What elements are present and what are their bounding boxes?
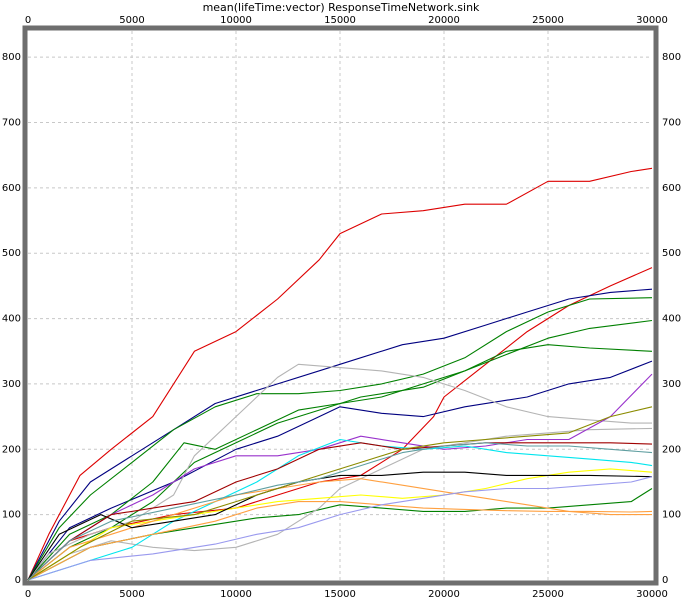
series-line-10 <box>27 427 653 581</box>
y-tick-label-left: 400 <box>2 314 21 325</box>
series-line-7 <box>27 319 653 581</box>
bottom-axis-ticks: 0 5000 10000 15000 20000 25000 30000 <box>25 589 668 600</box>
x-tick-label-bottom: 20000 <box>428 589 460 600</box>
y-tick-label-left: 700 <box>2 118 21 129</box>
y-tick-label-right: 200 <box>662 444 681 455</box>
series-line-8 <box>27 488 653 581</box>
x-tick-label-top: 30000 <box>636 15 668 26</box>
series-line-17 <box>27 476 653 581</box>
x-tick-label-bottom: 0 <box>25 589 31 600</box>
chart-title: mean(lifeTime:vector) ResponseTimeNetwor… <box>203 1 480 14</box>
top-axis-ticks: 0 5000 10000 15000 20000 25000 30000 <box>25 15 668 26</box>
y-tick-label-right: 0 <box>662 575 668 586</box>
left-axis-ticks: 0 100 200 300 400 500 600 700 800 <box>2 52 21 586</box>
y-tick-label-left: 300 <box>2 379 21 390</box>
y-tick-label-left: 800 <box>2 52 21 63</box>
x-tick-label-bottom: 5000 <box>119 589 144 600</box>
y-tick-label-right: 100 <box>662 510 681 521</box>
series-line-6 <box>27 344 653 581</box>
series-line-18 <box>27 442 653 581</box>
x-tick-label-bottom: 25000 <box>532 589 564 600</box>
x-tick-label-top: 5000 <box>119 15 144 26</box>
y-tick-label-right: 400 <box>662 314 681 325</box>
y-tick-label-left: 600 <box>2 183 21 194</box>
x-tick-label-bottom: 15000 <box>324 589 356 600</box>
series-line-4 <box>27 360 653 581</box>
x-tick-label-top: 10000 <box>220 15 252 26</box>
series-line-1 <box>27 167 653 581</box>
x-tick-label-top: 25000 <box>532 15 564 26</box>
x-tick-label-top: 20000 <box>428 15 460 26</box>
x-tick-label-bottom: 30000 <box>636 589 668 600</box>
series-line-9 <box>27 363 652 581</box>
gridlines <box>28 31 652 580</box>
plot-frame <box>22 25 659 586</box>
y-tick-label-left: 500 <box>2 248 21 259</box>
y-tick-label-left: 200 <box>2 444 21 455</box>
y-tick-label-right: 800 <box>662 52 681 63</box>
y-tick-label-right: 600 <box>662 183 681 194</box>
series-line-2 <box>27 267 653 581</box>
x-tick-label-top: 15000 <box>324 15 356 26</box>
y-tick-label-left: 0 <box>15 575 21 586</box>
right-axis-ticks: 0 100 200 300 400 500 600 700 800 <box>662 52 681 586</box>
series-line-3 <box>27 288 653 581</box>
series-line-5 <box>27 297 653 581</box>
x-tick-label-bottom: 10000 <box>220 589 252 600</box>
series-line-19 <box>27 406 653 581</box>
y-tick-label-left: 100 <box>2 510 21 521</box>
y-tick-label-right: 700 <box>662 118 681 129</box>
y-tick-label-right: 300 <box>662 379 681 390</box>
x-tick-label-top: 0 <box>25 15 31 26</box>
series-group <box>27 167 653 581</box>
series-line-20 <box>27 442 653 581</box>
series-line-11 <box>27 373 653 581</box>
y-tick-label-right: 500 <box>662 248 681 259</box>
